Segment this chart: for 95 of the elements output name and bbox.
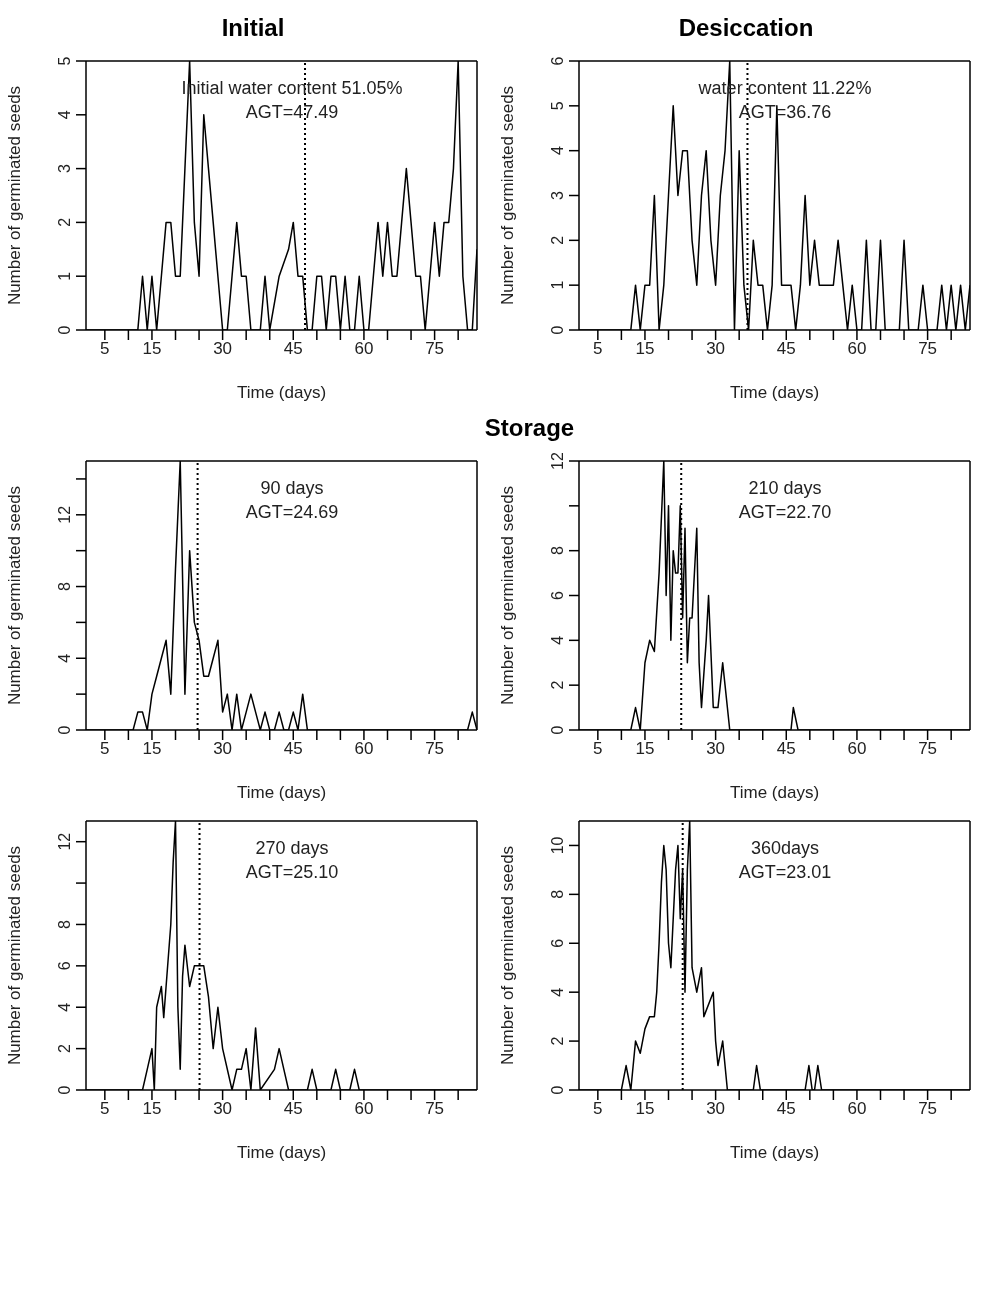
- y-tick-label: 12: [549, 452, 566, 470]
- y-tick-label: 6: [549, 590, 566, 600]
- annotation: AGT=22.70: [737, 501, 833, 524]
- x-tick-label: 15: [635, 1099, 655, 1119]
- annotation: AGT=25.10: [244, 861, 340, 884]
- x-axis-title: Time (days): [236, 783, 327, 802]
- y-tick-label: 0: [56, 725, 73, 735]
- y-tick-label: 0: [56, 325, 73, 335]
- x-tick-label: 45: [283, 739, 303, 759]
- annotation: AGT=23.01: [737, 861, 833, 884]
- y-tick-label: 2: [549, 680, 566, 690]
- x-tick-label: 60: [354, 339, 374, 359]
- x-tick-label: 75: [425, 1099, 445, 1119]
- y-tick-label: 12: [56, 505, 73, 524]
- x-tick-label: 75: [425, 339, 445, 359]
- x-tick-label: 75: [425, 739, 445, 759]
- y-tick-label: 4: [549, 146, 566, 156]
- y-tick-label: 0: [549, 725, 566, 735]
- y-tick-label: 4: [56, 653, 73, 663]
- y-tick-label: 4: [56, 1002, 73, 1012]
- y-tick-label: 4: [549, 635, 566, 645]
- x-tick-label: 60: [354, 739, 374, 759]
- x-tick-label: 15: [142, 739, 162, 759]
- y-tick-label: 8: [56, 919, 73, 929]
- x-tick-label: 75: [918, 1099, 938, 1119]
- y-tick-label: 5: [549, 101, 566, 111]
- y-tick-label: 6: [549, 938, 566, 948]
- y-tick-label: 2: [549, 235, 566, 245]
- x-axis-title: Time (days): [729, 1143, 820, 1162]
- x-tick-label: 60: [847, 339, 867, 359]
- y-tick-label: 4: [56, 110, 73, 120]
- x-tick-label: 75: [918, 339, 938, 359]
- x-axis-title: Time (days): [236, 1143, 327, 1162]
- x-tick-label: 45: [776, 739, 796, 759]
- annotation: 360days: [749, 837, 821, 860]
- y-tick-label: 8: [56, 581, 73, 591]
- x-tick-label: 45: [283, 1099, 303, 1119]
- annotation: 90 days: [259, 477, 325, 500]
- x-tick-label: 15: [635, 739, 655, 759]
- x-tick-label: 60: [847, 739, 867, 759]
- annotation: 210 days: [747, 477, 823, 500]
- x-axis-title: Time (days): [729, 383, 820, 402]
- y-tick-label: 1: [549, 280, 566, 290]
- y-axis-title: Number of germinated seeds: [5, 845, 25, 1066]
- y-tick-label: 1: [56, 271, 73, 281]
- x-tick-label: 30: [706, 1099, 726, 1119]
- y-tick-label: 0: [549, 325, 566, 335]
- y-tick-label: 2: [56, 217, 73, 227]
- x-tick-label: 5: [100, 739, 110, 759]
- annotation: AGT=24.69: [244, 501, 340, 524]
- x-tick-label: 60: [847, 1099, 867, 1119]
- x-tick-label: 15: [142, 1099, 162, 1119]
- x-tick-label: 15: [635, 339, 655, 359]
- y-tick-label: 4: [549, 987, 566, 997]
- y-axis-title: Number of germinated seeds: [498, 85, 518, 306]
- annotation: 270 days: [254, 837, 330, 860]
- x-tick-label: 45: [776, 1099, 796, 1119]
- x-tick-label: 45: [776, 339, 796, 359]
- y-tick-label: 6: [549, 56, 566, 66]
- y-tick-label: 0: [549, 1085, 566, 1095]
- chart-title: Desiccation: [677, 13, 815, 43]
- y-axis-title: Number of germinated seeds: [498, 485, 518, 706]
- x-tick-label: 5: [593, 339, 603, 359]
- y-tick-label: 12: [56, 832, 73, 851]
- chart-title: Initial: [220, 13, 286, 43]
- x-tick-label: 30: [706, 339, 726, 359]
- y-tick-label: 2: [549, 1036, 566, 1046]
- x-tick-label: 30: [213, 739, 233, 759]
- x-tick-label: 5: [100, 1099, 110, 1119]
- x-tick-label: 30: [706, 739, 726, 759]
- x-tick-label: 75: [918, 739, 938, 759]
- y-tick-label: 0: [56, 1085, 73, 1095]
- x-tick-label: 30: [213, 339, 233, 359]
- y-axis-title: Number of germinated seeds: [498, 845, 518, 1066]
- x-tick-label: 60: [354, 1099, 374, 1119]
- x-tick-label: 5: [100, 339, 110, 359]
- y-tick-label: 6: [56, 961, 73, 971]
- y-tick-label: 5: [56, 56, 73, 66]
- x-tick-label: 45: [283, 339, 303, 359]
- y-tick-label: 10: [549, 836, 566, 855]
- annotation: AGT=47.49: [244, 101, 340, 124]
- x-tick-label: 5: [593, 739, 603, 759]
- text: Storage: [483, 413, 576, 443]
- y-tick-label: 8: [549, 889, 566, 899]
- x-axis-title: Time (days): [236, 383, 327, 402]
- x-tick-label: 5: [593, 1099, 603, 1119]
- x-axis-title: Time (days): [729, 783, 820, 802]
- y-tick-label: 2: [56, 1044, 73, 1054]
- y-tick-label: 3: [549, 190, 566, 200]
- x-tick-label: 15: [142, 339, 162, 359]
- x-tick-label: 30: [213, 1099, 233, 1119]
- y-tick-label: 8: [549, 546, 566, 556]
- y-axis-title: Number of germinated seeds: [5, 485, 25, 706]
- y-tick-label: 3: [56, 164, 73, 174]
- y-axis-title: Number of germinated seeds: [5, 85, 25, 306]
